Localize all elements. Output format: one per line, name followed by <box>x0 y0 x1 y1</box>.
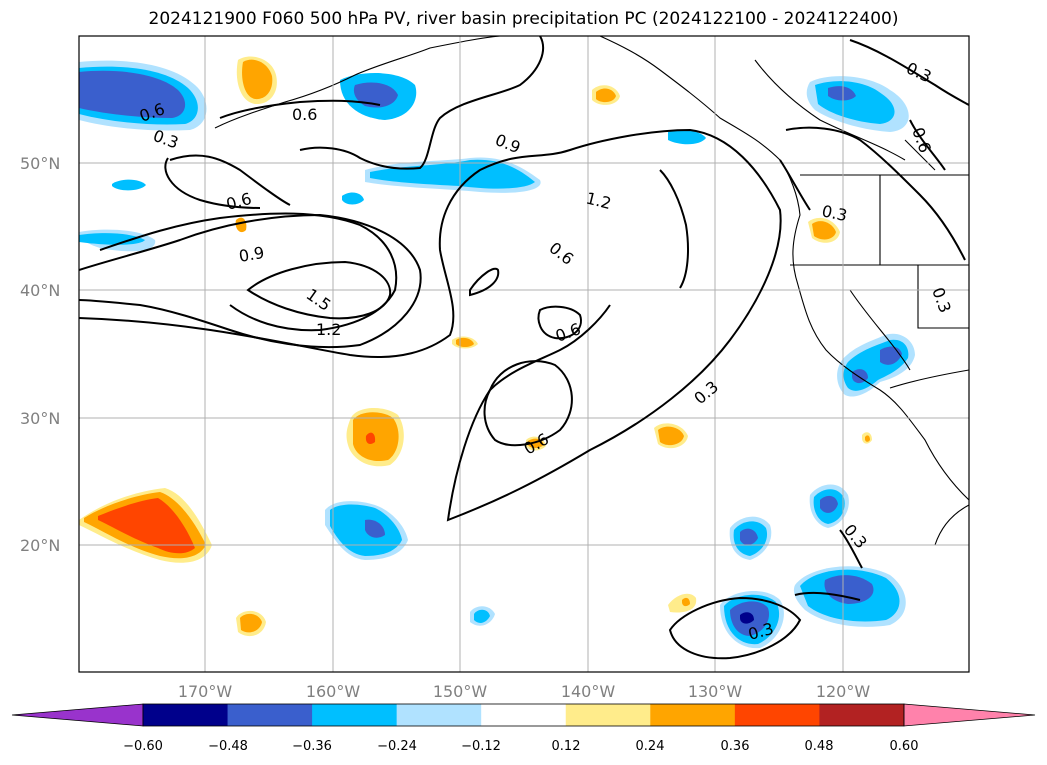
colorbar-frame <box>142 703 905 727</box>
longitude-label: 150°W <box>433 682 488 701</box>
latitude-label: 20°N <box>20 536 60 555</box>
map-plot-area: 0.3 0.6 0.6 0.9 1.2 0.6 0.9 1.5 1.2 0.6 … <box>79 36 969 672</box>
map-frame <box>78 35 970 673</box>
colorbar-segment <box>481 704 567 726</box>
colorbar-segment <box>227 704 313 726</box>
contour-label: 0.3 <box>820 201 849 225</box>
colorbar-tick-labels: −0.60 −0.48 −0.36 −0.24 −0.12 0.12 0.24 … <box>123 739 918 754</box>
colorbar-segment <box>565 704 651 726</box>
longitude-label: 160°W <box>306 682 361 701</box>
colorbar-tick-label: −0.36 <box>292 739 332 754</box>
colorbar-extend-high <box>903 703 1036 727</box>
coastline-layer <box>214 36 969 546</box>
pv-contour-layer <box>79 36 969 660</box>
colorbar-tick-label: −0.12 <box>461 739 501 754</box>
contour-label: 0.9 <box>237 243 265 266</box>
precipitation-fill-layer <box>79 56 915 649</box>
colorbar-tick-label: 0.24 <box>636 739 665 754</box>
latitude-axis: 50°N 40°N 30°N 20°N <box>20 154 60 555</box>
colorbar: −0.60 −0.48 −0.36 −0.24 −0.12 0.12 0.24 … <box>11 703 1036 754</box>
colorbar-segment <box>396 704 482 726</box>
colorbar-segment <box>312 704 398 726</box>
colorbar-tick-label: −0.48 <box>208 739 248 754</box>
colorbar-segment <box>650 704 736 726</box>
contour-label: 0.6 <box>292 105 317 124</box>
longitude-axis: 170°W 160°W 150°W 140°W 130°W 120°W <box>178 682 871 701</box>
colorbar-segments <box>11 703 1036 727</box>
colorbar-tick-label: 0.48 <box>805 739 834 754</box>
latitude-label: 40°N <box>20 281 60 300</box>
colorbar-extend-low <box>11 703 144 727</box>
colorbar-tick-label: −0.24 <box>377 739 417 754</box>
map-title: 2024121900 F060 500 hPa PV, river basin … <box>148 9 899 29</box>
longitude-label: 140°W <box>561 682 616 701</box>
colorbar-tick-label: 0.36 <box>721 739 750 754</box>
longitude-label: 120°W <box>816 682 871 701</box>
colorbar-segment <box>819 704 905 726</box>
contour-label: 1.2 <box>316 320 341 339</box>
colorbar-tick-label: 0.60 <box>890 739 919 754</box>
latitude-label: 50°N <box>20 154 60 173</box>
longitude-label: 170°W <box>178 682 233 701</box>
longitude-label: 130°W <box>688 682 743 701</box>
colorbar-tick-label: 0.12 <box>552 739 581 754</box>
colorbar-segment <box>734 704 820 726</box>
colorbar-segment <box>143 704 229 726</box>
colorbar-tick-label: −0.60 <box>123 739 163 754</box>
latitude-label: 30°N <box>20 409 60 428</box>
